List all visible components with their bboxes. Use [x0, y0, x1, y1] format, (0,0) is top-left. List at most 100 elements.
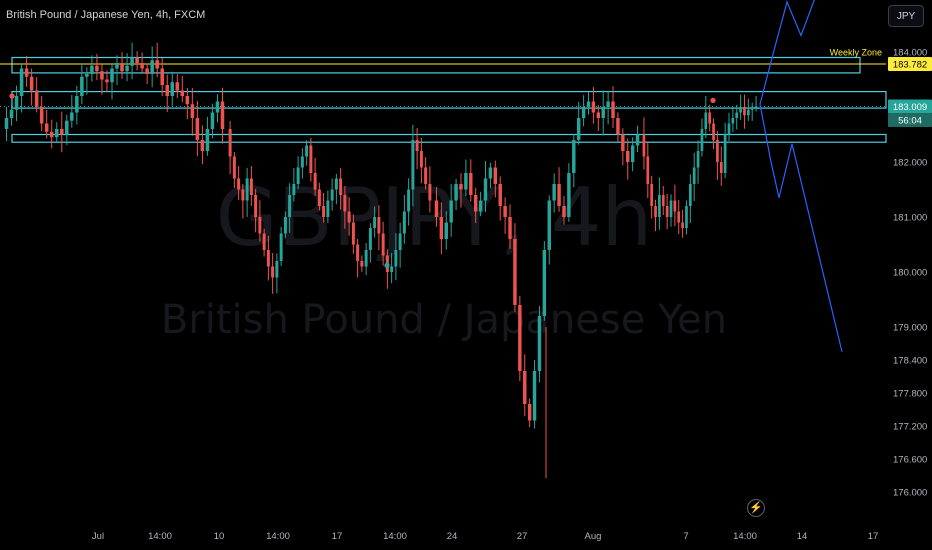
candle[interactable]: [428, 166, 432, 213]
candle[interactable]: [237, 166, 241, 200]
candle[interactable]: [19, 63, 24, 113]
candle[interactable]: [160, 58, 164, 97]
candle[interactable]: [296, 156, 300, 190]
candle[interactable]: [275, 253, 279, 294]
candle[interactable]: [527, 398, 532, 428]
candle[interactable]: [100, 64, 104, 95]
candle[interactable]: [130, 42, 134, 80]
zone-box[interactable]: [11, 90, 887, 109]
candle[interactable]: [562, 196, 566, 225]
candle[interactable]: [411, 124, 415, 207]
candle[interactable]: [739, 94, 742, 120]
candle[interactable]: [669, 194, 673, 227]
candle[interactable]: [258, 200, 262, 242]
candle[interactable]: [712, 118, 715, 150]
candle[interactable]: [646, 141, 650, 199]
candle[interactable]: [80, 63, 84, 105]
candle[interactable]: [9, 103, 14, 126]
candle[interactable]: [334, 173, 338, 205]
candle[interactable]: [125, 53, 129, 82]
candle[interactable]: [326, 190, 330, 223]
candle[interactable]: [283, 211, 287, 239]
candle[interactable]: [658, 177, 661, 230]
candle[interactable]: [723, 122, 727, 179]
candle[interactable]: [54, 122, 59, 143]
candle[interactable]: [155, 42, 159, 78]
candle[interactable]: [673, 184, 677, 227]
candle[interactable]: [434, 187, 439, 227]
candle[interactable]: [677, 199, 681, 235]
candle[interactable]: [360, 255, 364, 272]
candle[interactable]: [90, 55, 94, 82]
projection-path[interactable]: [759, 0, 815, 105]
candle[interactable]: [654, 199, 657, 232]
candle[interactable]: [39, 95, 44, 132]
candle[interactable]: [351, 214, 355, 254]
candle[interactable]: [415, 128, 419, 170]
candle[interactable]: [591, 87, 596, 124]
candle[interactable]: [469, 159, 473, 202]
candle[interactable]: [635, 125, 640, 153]
projection-path[interactable]: [759, 104, 843, 352]
candle[interactable]: [586, 92, 591, 115]
candle[interactable]: [601, 90, 605, 136]
candle[interactable]: [621, 128, 625, 166]
candle[interactable]: [735, 104, 739, 130]
candle[interactable]: [576, 101, 581, 145]
candle[interactable]: [140, 52, 144, 75]
candle[interactable]: [232, 152, 236, 188]
candle[interactable]: [105, 70, 109, 92]
candle[interactable]: [200, 125, 205, 165]
candle[interactable]: [704, 95, 708, 139]
candle[interactable]: [381, 221, 385, 266]
candle[interactable]: [288, 183, 292, 233]
candle[interactable]: [368, 223, 372, 263]
candle[interactable]: [567, 163, 571, 222]
candle[interactable]: [754, 95, 758, 112]
candle[interactable]: [503, 197, 507, 234]
candle[interactable]: [449, 183, 453, 237]
candle[interactable]: [70, 94, 74, 128]
candle[interactable]: [402, 194, 406, 244]
candle[interactable]: [185, 87, 190, 120]
candle[interactable]: [180, 75, 185, 103]
candle[interactable]: [661, 186, 665, 216]
candle[interactable]: [210, 103, 215, 139]
candle[interactable]: [95, 53, 99, 81]
candle[interactable]: [330, 178, 334, 211]
zone-box[interactable]: [11, 133, 887, 143]
candle[interactable]: [44, 109, 49, 139]
candle[interactable]: [266, 235, 270, 281]
candle[interactable]: [145, 63, 149, 85]
candle[interactable]: [685, 200, 688, 235]
candle[interactable]: [692, 152, 696, 202]
candle[interactable]: [642, 117, 646, 170]
candle[interactable]: [356, 239, 360, 278]
candle[interactable]: [688, 174, 692, 224]
candle[interactable]: [488, 162, 493, 189]
candle[interactable]: [407, 178, 411, 226]
candle[interactable]: [75, 85, 79, 125]
candle[interactable]: [419, 137, 423, 184]
candle[interactable]: [262, 228, 266, 257]
candle[interactable]: [483, 160, 488, 212]
candle[interactable]: [398, 222, 402, 268]
candle[interactable]: [241, 183, 245, 219]
candle[interactable]: [518, 295, 522, 382]
candle[interactable]: [190, 88, 195, 136]
candle[interactable]: [170, 71, 175, 107]
candle[interactable]: [459, 173, 463, 208]
candle[interactable]: [65, 114, 69, 146]
candle[interactable]: [279, 226, 283, 266]
candle[interactable]: [271, 253, 275, 294]
candle[interactable]: [596, 104, 601, 132]
candle[interactable]: [24, 55, 29, 87]
candle[interactable]: [611, 86, 615, 129]
candle[interactable]: [175, 74, 180, 99]
candle[interactable]: [364, 243, 368, 276]
currency-button[interactable]: JPY: [888, 5, 924, 27]
candle[interactable]: [537, 306, 542, 383]
candle[interactable]: [245, 167, 249, 217]
candle[interactable]: [377, 205, 381, 251]
